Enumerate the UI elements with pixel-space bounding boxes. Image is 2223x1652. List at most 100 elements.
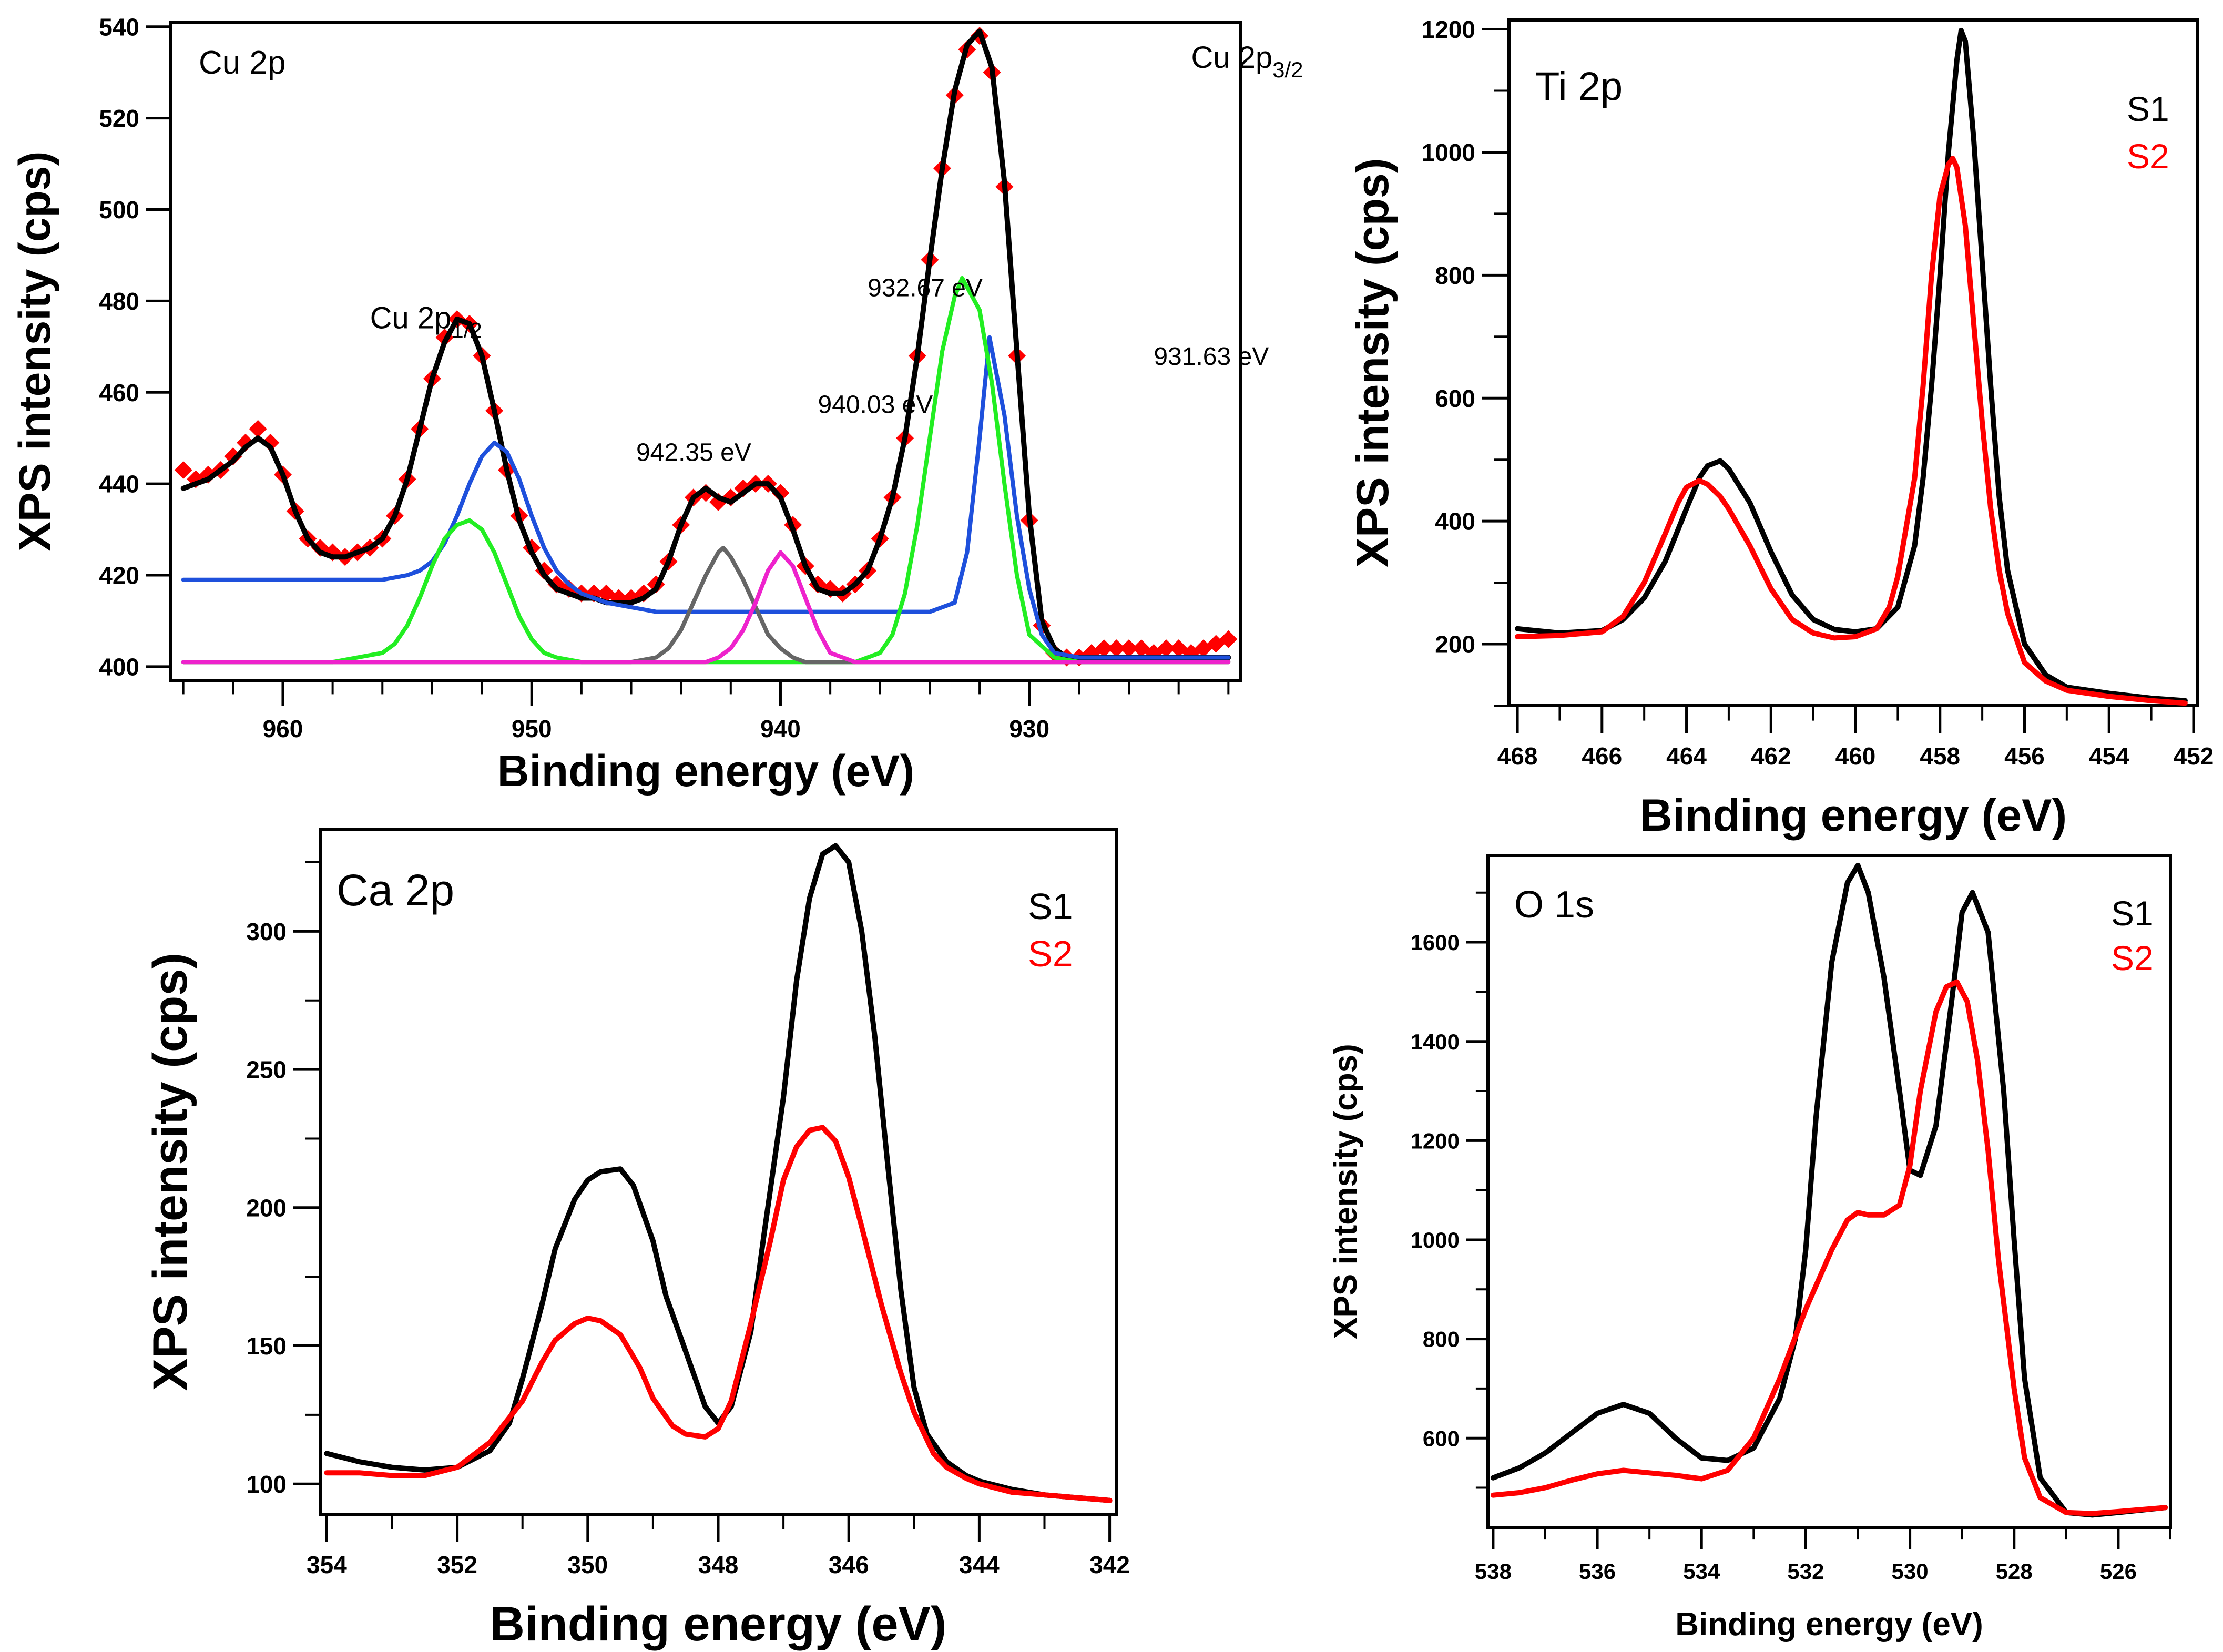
- panel-ca-2p: Ca 2p 354 352 350 348 346 344 342 100 150 200 250 3…: [144, 828, 1130, 1651]
- y-tick-label: 200: [1435, 631, 1475, 658]
- x-tick-label: 468: [1497, 742, 1538, 770]
- energy-annotation: 931.63 eV: [1154, 343, 1269, 371]
- plot-frame: [169, 21, 1242, 682]
- y-tick-label: 460: [99, 379, 139, 406]
- x-tick-label: 530: [1892, 1559, 1929, 1584]
- peak-label-main: Cu 2p: [1191, 40, 1272, 75]
- data-point-marker: [1095, 639, 1113, 658]
- plot-frame: [319, 828, 1118, 1516]
- x-tick-label: 462: [1751, 742, 1791, 770]
- series-line-s1: [1490, 862, 2168, 1518]
- y-tick-label: 1200: [1422, 16, 1475, 43]
- series-line-s2: [1490, 979, 2168, 1516]
- legend-entry-s1: S1: [2111, 894, 2154, 933]
- peak-label: Cu 2p1/2: [370, 301, 482, 343]
- legend-entry-s2: S2: [2127, 137, 2169, 176]
- y-tick-label: 600: [1435, 385, 1475, 412]
- plot-frame: [1486, 854, 2172, 1529]
- legend-entry-s2: S2: [2111, 939, 2154, 977]
- x-tick-label: 940: [760, 715, 801, 742]
- panel-title: Ca 2p: [336, 865, 454, 915]
- y-tick-label: 400: [99, 653, 139, 680]
- series-line-s2: [1515, 156, 2188, 706]
- x-tick-label: 466: [1582, 742, 1622, 770]
- x-tick-label: 460: [1835, 742, 1876, 770]
- energy-annotation: 932.67 eV: [868, 274, 983, 302]
- data-point-marker: [771, 484, 790, 502]
- y-axis-label: XPS intensity (cps): [1348, 158, 1398, 568]
- y-tick-label: 520: [99, 105, 139, 132]
- x-tick-label: 950: [512, 715, 552, 742]
- panel-cu-2p: Cu 2p 960 950 940 930 400 420 440 460 480 500 520 5…: [10, 13, 1303, 796]
- y-tick-label: 600: [1423, 1426, 1460, 1451]
- series-line-s1: [324, 843, 1113, 1503]
- y-tick-label: 540: [99, 13, 139, 40]
- y-axis-label: XPS intensity (cps): [10, 151, 59, 552]
- x-tick-label: 346: [829, 1551, 869, 1578]
- y-axis-label: XPS intensity (cps): [1328, 1044, 1364, 1339]
- x-tick-label: 348: [698, 1551, 739, 1578]
- series-line-s2: [324, 1125, 1113, 1503]
- x-tick-label: 534: [1683, 1559, 1720, 1584]
- data-point-marker: [174, 461, 192, 480]
- x-tick-label: 350: [567, 1551, 608, 1578]
- energy-annotation: 940.03 eV: [818, 391, 933, 419]
- y-tick-label: 480: [99, 288, 139, 315]
- panel-ti-2p: Ti 2p 468 466 464 462 460 458 456 454 452 200 400 6…: [1348, 16, 2214, 841]
- y-tick-label: 800: [1423, 1327, 1460, 1352]
- series-line-cu-2p1-2-green-: [181, 276, 1231, 665]
- peak-label: Cu 2p3/2: [1191, 40, 1303, 82]
- y-tick-label: 420: [99, 562, 139, 589]
- y-tick-label: 1600: [1411, 930, 1460, 955]
- y-tick-label: 100: [246, 1471, 287, 1498]
- data-point-marker: [224, 447, 242, 465]
- y-axis-label: XPS intensity (cps): [144, 953, 197, 1391]
- legend-entry-s1: S1: [2127, 89, 2169, 128]
- x-tick-label: 960: [263, 715, 303, 742]
- series-line-940-03-ev: [181, 550, 1231, 665]
- y-tick-label: 1000: [1422, 139, 1475, 166]
- data-point-marker: [1157, 639, 1176, 658]
- series-line-envelope: [180, 28, 1231, 660]
- x-tick-label: 930: [1009, 715, 1049, 742]
- series-line-942-35-ev: [181, 545, 1231, 665]
- plot-frame: [1507, 18, 2199, 707]
- peak-label-subscript: 3/2: [1272, 57, 1303, 82]
- x-axis-label: Binding energy (eV): [490, 1597, 947, 1651]
- x-axis-label: Binding energy (eV): [1640, 790, 2067, 841]
- peak-label-main: Cu 2p: [370, 301, 452, 335]
- x-tick-label: 354: [307, 1551, 347, 1578]
- y-tick-label: 800: [1435, 262, 1475, 289]
- x-tick-label: 536: [1579, 1559, 1616, 1584]
- y-tick-label: 250: [246, 1056, 287, 1084]
- x-tick-label: 344: [959, 1551, 1000, 1578]
- series-line-cu-2p1-2-blue-: [181, 335, 1231, 660]
- legend-entry-s2: S2: [1028, 933, 1073, 974]
- x-tick-label: 526: [2100, 1559, 2137, 1584]
- x-tick-label: 452: [2174, 742, 2214, 770]
- energy-annotation: 942.35 eV: [636, 439, 751, 467]
- y-tick-label: 400: [1435, 508, 1475, 535]
- y-tick-label: 300: [246, 918, 287, 945]
- panel-title: Cu 2p: [199, 45, 285, 81]
- data-point-marker: [249, 420, 267, 438]
- panel-o-1s: O 1s 538 536 534 532 530 528 526 600 800 1000 1200…: [1328, 854, 2172, 1643]
- y-tick-label: 440: [99, 471, 139, 498]
- x-axis-label: Binding energy (eV): [497, 746, 914, 796]
- y-tick-label: 150: [246, 1332, 287, 1360]
- panel-title: Ti 2p: [1535, 64, 1623, 109]
- y-tick-label: 1000: [1411, 1228, 1460, 1252]
- data-point-marker: [1120, 639, 1138, 658]
- peak-label-subscript: 1/2: [451, 318, 482, 343]
- legend-entry-s1: S1: [1028, 886, 1073, 927]
- x-tick-label: 352: [437, 1551, 477, 1578]
- x-tick-label: 458: [1920, 742, 1960, 770]
- series-line-s1: [1515, 27, 2188, 703]
- x-tick-label: 464: [1666, 742, 1707, 770]
- data-point-marker: [1107, 639, 1126, 658]
- x-tick-label: 342: [1089, 1551, 1130, 1578]
- y-tick-label: 200: [246, 1194, 287, 1221]
- x-tick-label: 528: [1996, 1559, 2033, 1584]
- data-point-marker: [1219, 630, 1238, 648]
- y-tick-label: 500: [99, 196, 139, 223]
